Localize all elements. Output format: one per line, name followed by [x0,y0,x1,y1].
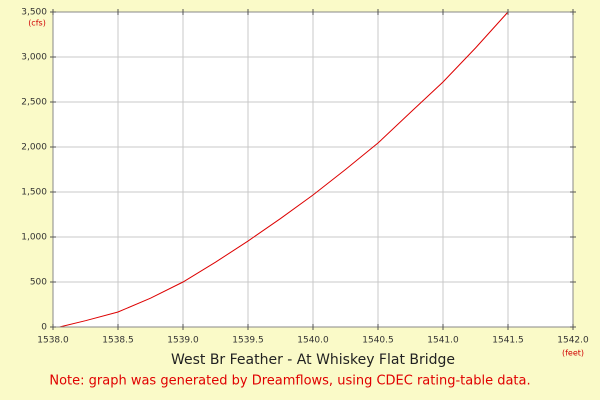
y-unit: (cfs) [28,19,46,28]
series-line [59,11,509,328]
x-tick-label: 1540.0 [297,336,329,346]
x-tick-label: 1538.5 [102,336,134,346]
x-unit: (feet) [562,349,584,358]
note: Note: graph was generated by Dreamflows,… [49,374,530,389]
y-tick-label: 1,000 [21,233,47,243]
y-tick-label: 1,500 [21,188,47,198]
y-tick-label: 3,500 [21,8,47,18]
x-tick-label: 1538.0 [37,336,69,346]
y-tick-label: 500 [30,278,47,288]
x-tick-label: 1541.0 [427,336,459,346]
y-tick-label: 2,500 [21,98,47,108]
marks [59,11,509,328]
x-tick-label: 1539.5 [232,336,264,346]
x-tick-label: 1539.0 [167,336,199,346]
x-tick-label: 1542.0 [557,336,589,346]
x-tick-label: 1541.5 [492,336,524,346]
y-tick-label: 3,000 [21,53,47,63]
y-tick-label: 2,000 [21,143,47,153]
y-tick-label: 0 [41,323,47,333]
chart-title: West Br Feather - At Whiskey Flat Bridge [171,352,455,368]
x-tick-label: 1540.5 [362,336,394,346]
